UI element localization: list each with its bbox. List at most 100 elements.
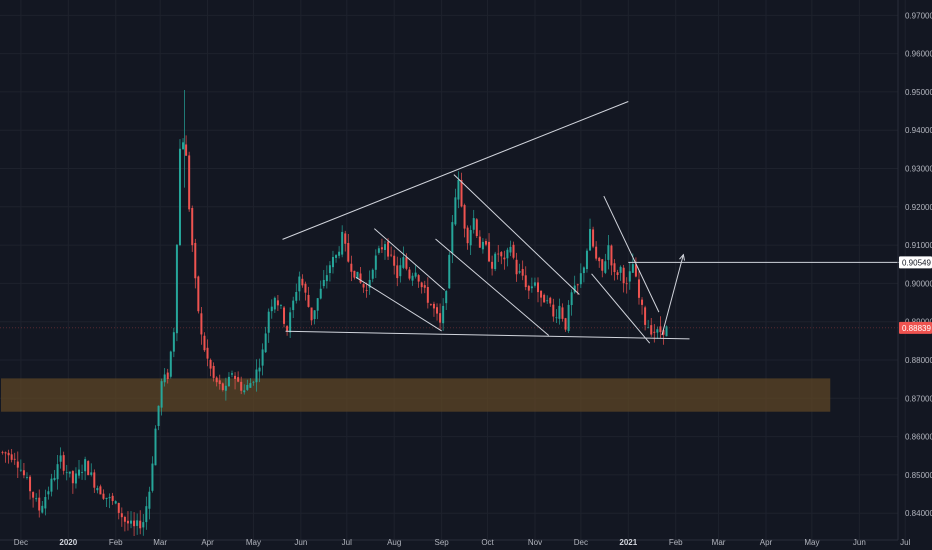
candle-body (212, 365, 215, 378)
candle-body (622, 267, 625, 284)
candle-body (50, 478, 53, 492)
candle-body (295, 292, 298, 301)
projection-path[interactable] (661, 254, 684, 336)
candle-body (665, 326, 668, 337)
candle-body (78, 469, 80, 476)
candle-body (84, 459, 87, 472)
candle-body (120, 513, 123, 518)
projection-arrowhead-icon (679, 253, 686, 261)
price-tick-label: 0.97000 (905, 11, 932, 20)
price-tick-label: 0.84000 (905, 509, 932, 518)
candle-body (466, 227, 469, 244)
candle-body (613, 263, 616, 273)
candle-body (114, 501, 117, 504)
candle-body (234, 375, 237, 379)
candle-body (371, 269, 374, 279)
candle-body (451, 222, 454, 254)
candle-body (166, 372, 169, 380)
candle-body (19, 469, 22, 471)
candle-body (136, 520, 139, 526)
candle-body (396, 265, 399, 279)
candle-body (139, 520, 142, 529)
candle-body (182, 142, 185, 150)
candle-body (286, 326, 289, 332)
candle-body (362, 284, 365, 288)
candle-body (567, 304, 570, 331)
candle-body (365, 290, 368, 292)
candle-body (573, 285, 576, 293)
candle-body (570, 292, 573, 306)
candle-body (414, 272, 417, 277)
candle-body (148, 491, 151, 509)
candle-body (530, 286, 533, 289)
channel-2-lower[interactable] (435, 238, 550, 336)
candle-body (71, 471, 74, 484)
candle-body (279, 305, 282, 306)
candle-body (353, 270, 356, 278)
candle-body (25, 476, 28, 478)
candle-body (454, 197, 457, 225)
channel-3-lower[interactable] (591, 273, 651, 344)
candle-body (527, 285, 530, 291)
upper-broadening-line[interactable] (282, 101, 629, 240)
time-axis[interactable]: Dec 2020 Feb Mar Apr May Jun Jul Aug Sep Oct Nov Dec… (14, 538, 911, 547)
candle-body (631, 264, 634, 273)
candle-body (558, 305, 561, 319)
candle-body (264, 333, 267, 353)
time-tick-label: May (246, 538, 261, 547)
candle-body (552, 304, 555, 317)
candle-body (359, 273, 362, 283)
candle-body (549, 297, 552, 304)
candle-body (133, 520, 136, 527)
candle-body (506, 249, 509, 259)
candle-body (420, 282, 423, 288)
candle-body (423, 285, 426, 288)
level-price-tag (899, 256, 932, 269)
candle-body (93, 472, 96, 488)
candle-body (472, 218, 475, 230)
candle-body (117, 502, 120, 513)
candle-body (463, 205, 466, 229)
candle-body (38, 497, 41, 511)
candle-body (350, 263, 353, 272)
trendlines-group[interactable] (282, 101, 901, 344)
candle-body (258, 367, 261, 372)
support-zone-rect[interactable] (1, 378, 831, 412)
candle-body (41, 505, 44, 513)
lower-support-line[interactable] (285, 330, 690, 340)
price-tick-label: 0.94000 (905, 126, 932, 135)
candle-body (497, 253, 500, 255)
candle-body (595, 246, 598, 259)
candle-body (218, 380, 221, 385)
candle-body (105, 497, 108, 499)
candle-body (341, 231, 344, 255)
candle-body (191, 208, 194, 246)
candle-body (261, 349, 264, 366)
candle-body (313, 310, 316, 320)
candle-body (108, 497, 111, 499)
candle-body (503, 257, 506, 260)
candle-body (7, 452, 10, 456)
price-tick-label: 0.96000 (905, 50, 932, 59)
candle-body (62, 455, 65, 471)
candle-body (16, 461, 19, 468)
channel-3-upper[interactable] (603, 195, 660, 313)
candle-body (325, 275, 328, 282)
time-tick-label: Jun (294, 538, 307, 547)
channel-1-upper[interactable] (373, 228, 446, 291)
candle-body (145, 506, 148, 523)
candle-body (598, 257, 601, 262)
price-tick-label: 0.88000 (905, 356, 932, 365)
candle-body (169, 351, 172, 377)
candle-body (592, 229, 595, 247)
candle-body (585, 250, 588, 270)
candle-body (347, 243, 350, 262)
channel-2-upper[interactable] (453, 174, 580, 295)
candle-body (408, 269, 411, 279)
time-tick-label: Jul (342, 538, 352, 547)
channel-1-lower[interactable] (355, 276, 442, 332)
candle-body (126, 520, 129, 524)
candle-body (276, 300, 279, 306)
candle-body (283, 307, 286, 324)
